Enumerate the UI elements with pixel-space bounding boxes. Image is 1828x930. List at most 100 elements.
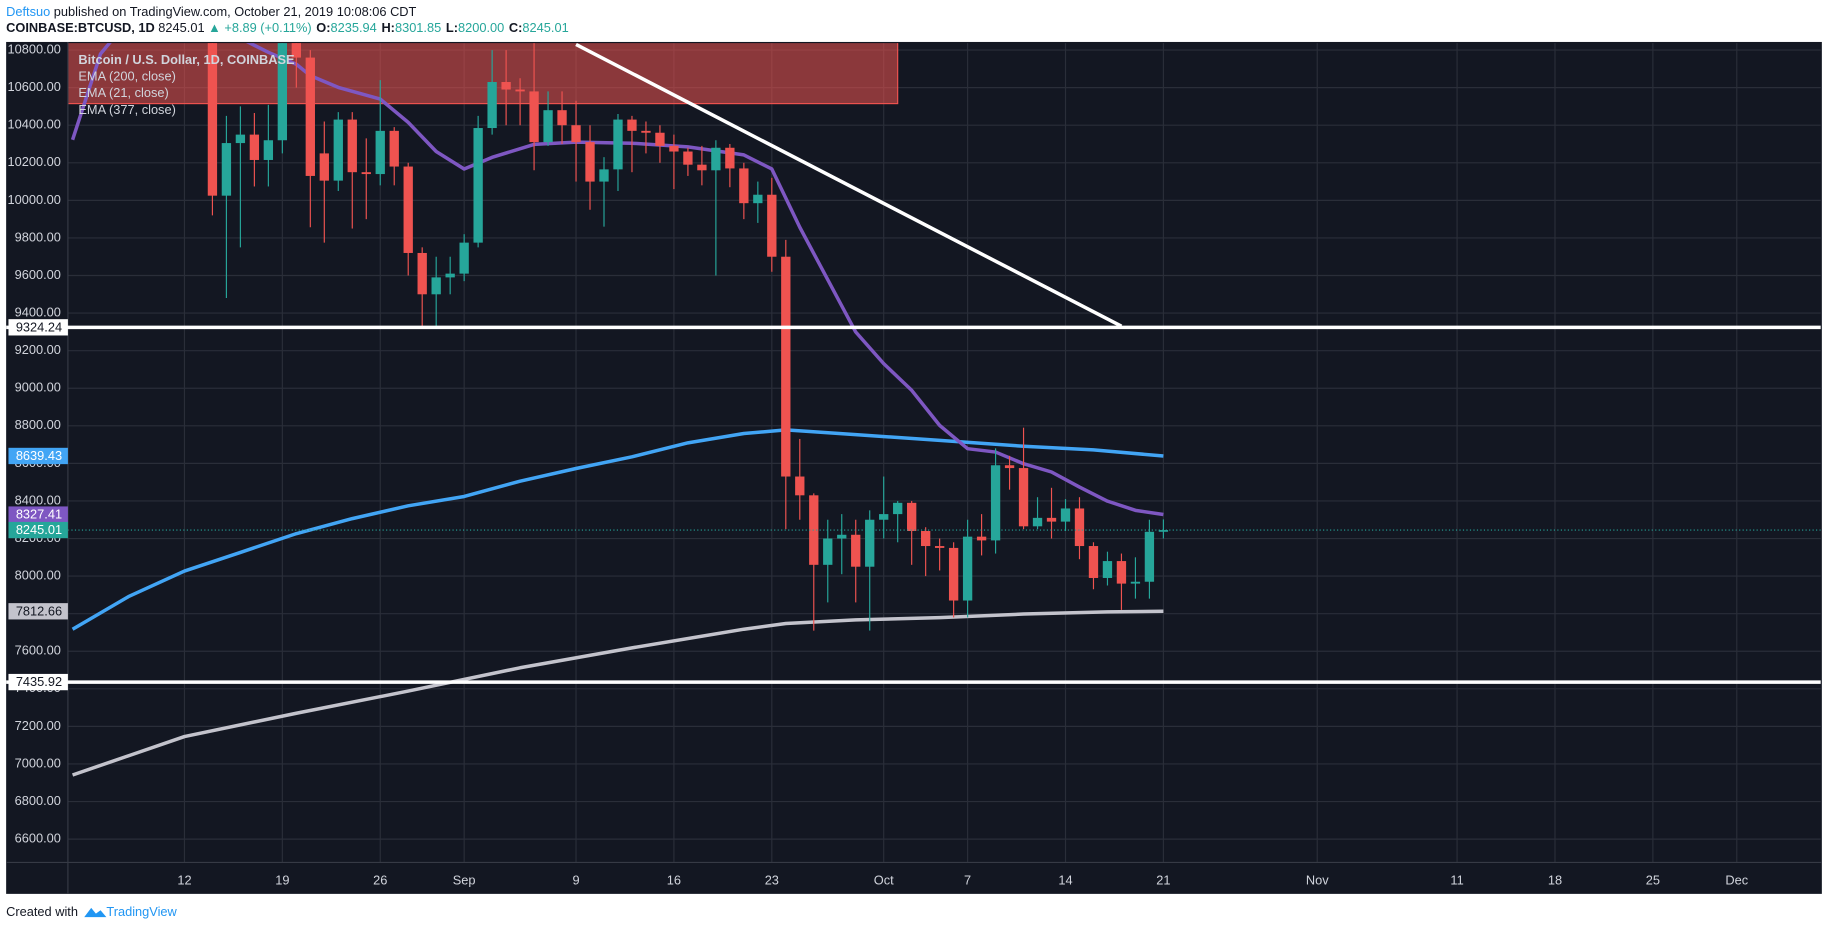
candle-body bbox=[641, 130, 651, 133]
resistance-zone bbox=[67, 43, 899, 105]
candle-body bbox=[655, 132, 665, 146]
candle-body bbox=[305, 57, 315, 176]
published: published on TradingView.com, October 21… bbox=[54, 4, 417, 19]
price-badge bbox=[8, 447, 68, 465]
last-price: 8245.01 bbox=[158, 21, 204, 36]
x-tick-label: 11 bbox=[1450, 872, 1463, 887]
candle-body bbox=[487, 82, 497, 129]
candle-body bbox=[277, 43, 288, 141]
y-tick-label: 7200.00 bbox=[15, 718, 61, 733]
candle-body bbox=[1032, 517, 1043, 527]
y-tick-label: 8800.00 bbox=[15, 417, 61, 432]
candle-body bbox=[291, 43, 301, 58]
chart-area bbox=[6, 41, 1822, 894]
candle-body bbox=[1144, 531, 1155, 582]
x-tick-label: 25 bbox=[1646, 872, 1660, 887]
price-badge bbox=[8, 319, 68, 336]
x-tick-label: 18 bbox=[1548, 872, 1562, 887]
legend-entry: EMA (21, close) bbox=[78, 85, 168, 100]
candle-body bbox=[725, 147, 735, 169]
candle-body bbox=[361, 172, 371, 175]
ohlc-value: 8200.00 bbox=[458, 21, 504, 36]
y-tick-label: 9400.00 bbox=[15, 304, 61, 319]
candle-body bbox=[767, 194, 777, 257]
candle-body bbox=[1018, 468, 1029, 527]
candle-body bbox=[753, 194, 763, 204]
trendline bbox=[575, 43, 1123, 328]
y-tick-label: 6800.00 bbox=[15, 793, 61, 808]
candle-body bbox=[207, 43, 218, 196]
header-line: Deftsuo published on TradingView.com, Oc… bbox=[6, 4, 416, 19]
x-tick-label: 16 bbox=[667, 872, 681, 887]
plot bbox=[67, 43, 1821, 777]
grid bbox=[67, 43, 1821, 863]
legend: Bitcoin / U.S. Dollar, 1D, COINBASE EMA … bbox=[78, 52, 295, 117]
candle-body bbox=[809, 495, 819, 565]
price-badge bbox=[8, 603, 68, 620]
candle-body bbox=[920, 531, 931, 547]
candle-body bbox=[1088, 546, 1099, 578]
candle-body bbox=[1046, 517, 1057, 522]
candle-body bbox=[333, 119, 343, 181]
price-badge-label: 8245.01 bbox=[16, 522, 62, 537]
candle-body bbox=[1060, 508, 1071, 522]
y-tick-label: 7000.00 bbox=[15, 755, 61, 770]
axes: 10800.00 10600.00 10400.00 10200.00 10000.00… bbox=[6, 41, 1822, 894]
candle-body bbox=[221, 143, 232, 196]
candle-body bbox=[571, 125, 581, 143]
candle-body bbox=[711, 147, 721, 171]
candle-body bbox=[1102, 561, 1113, 578]
candle-body bbox=[879, 514, 889, 520]
ohlc-value: 8235.94 bbox=[331, 21, 377, 36]
change: ▲ +8.89 (+0.11%) bbox=[208, 21, 312, 36]
candle-body bbox=[976, 536, 987, 541]
x-tick-label: Oct bbox=[874, 872, 894, 887]
candle-body bbox=[235, 134, 246, 144]
ohlc-key: C: bbox=[509, 21, 523, 36]
candle-body bbox=[1116, 561, 1127, 584]
candle-body bbox=[948, 547, 959, 601]
legend-entry: EMA (200, close) bbox=[78, 68, 175, 83]
x-tick-label: 26 bbox=[373, 872, 387, 887]
candle-body bbox=[249, 134, 260, 160]
footer-brand[interactable]: TradingView bbox=[106, 904, 177, 919]
price-badge bbox=[8, 506, 68, 523]
candle-body bbox=[823, 538, 833, 565]
candle-body bbox=[781, 256, 791, 477]
candle-body bbox=[907, 502, 917, 532]
candle-body bbox=[473, 128, 483, 243]
x-tick-label: 9 bbox=[572, 872, 579, 887]
price-badges: 9324.24 7435.92 8639.43 8327.41 7812.66 8245.… bbox=[8, 319, 68, 691]
y-tick-label: 10200.00 bbox=[8, 154, 61, 169]
candle-body bbox=[543, 110, 553, 143]
candle-body bbox=[375, 130, 385, 175]
ohlc-key: H: bbox=[381, 21, 395, 36]
ohlc-key: L: bbox=[446, 21, 458, 36]
candle-body bbox=[431, 277, 441, 295]
footer-created: Created with bbox=[6, 904, 78, 919]
y-tick-label: 8400.00 bbox=[15, 492, 61, 507]
x-tick-label: Nov bbox=[1306, 872, 1329, 887]
ohlc-value: 8245.01 bbox=[522, 21, 568, 36]
price-badge-label: 9324.24 bbox=[16, 319, 62, 334]
author[interactable]: Deftsuo bbox=[6, 4, 50, 19]
candle-body bbox=[599, 169, 609, 182]
x-tick-label: Dec bbox=[1725, 872, 1748, 887]
candle-body bbox=[417, 252, 427, 295]
candle-body bbox=[851, 534, 861, 567]
y-tick-label: 10000.00 bbox=[8, 192, 61, 207]
legend-entry: EMA (377, close) bbox=[78, 102, 175, 117]
tradingview-logo bbox=[84, 907, 107, 918]
price-badge-label: 7812.66 bbox=[16, 603, 62, 618]
candle-body bbox=[263, 140, 274, 160]
candle-body bbox=[934, 546, 945, 548]
candle-body bbox=[697, 164, 707, 171]
y-tick-label: 10600.00 bbox=[8, 79, 61, 94]
candle-body bbox=[319, 153, 329, 181]
candle-body bbox=[837, 534, 847, 539]
x-tick-label: Sep bbox=[453, 872, 476, 887]
price-badge bbox=[8, 521, 68, 539]
candle-body bbox=[893, 502, 903, 515]
candle-body bbox=[557, 110, 567, 126]
